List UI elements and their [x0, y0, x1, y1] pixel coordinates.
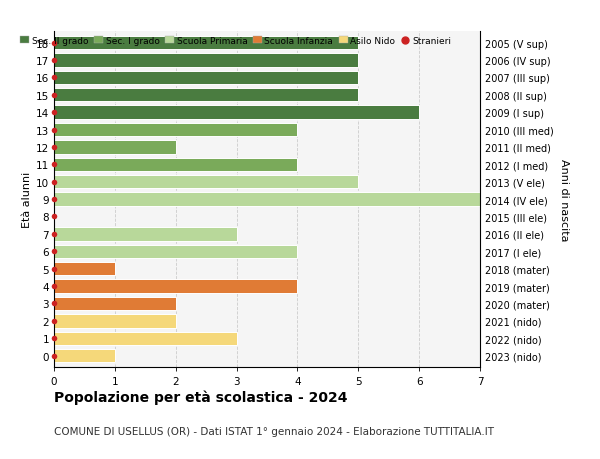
Y-axis label: Età alunni: Età alunni [22, 172, 32, 228]
Legend: Sec. II grado, Sec. I grado, Scuola Primaria, Scuola Infanzia, Asilo Nido, Stran: Sec. II grado, Sec. I grado, Scuola Prim… [20, 37, 452, 45]
Bar [54, 106, 419, 120]
Bar [54, 158, 298, 172]
Bar [54, 71, 358, 85]
Bar [54, 245, 298, 258]
Bar [54, 89, 358, 102]
Bar [54, 314, 176, 328]
Bar [54, 54, 358, 67]
Bar [54, 193, 480, 207]
Bar [54, 123, 298, 137]
Y-axis label: Anni di nascita: Anni di nascita [559, 158, 569, 241]
Bar [54, 37, 358, 50]
Bar [54, 297, 176, 311]
Bar [54, 141, 176, 154]
Bar [54, 175, 358, 189]
Bar [54, 349, 115, 363]
Bar [54, 332, 236, 345]
Bar [54, 280, 298, 293]
Bar [54, 228, 236, 241]
Text: COMUNE DI USELLUS (OR) - Dati ISTAT 1° gennaio 2024 - Elaborazione TUTTITALIA.IT: COMUNE DI USELLUS (OR) - Dati ISTAT 1° g… [54, 426, 494, 436]
Bar [54, 263, 115, 276]
Text: Popolazione per età scolastica - 2024: Popolazione per età scolastica - 2024 [54, 389, 347, 404]
